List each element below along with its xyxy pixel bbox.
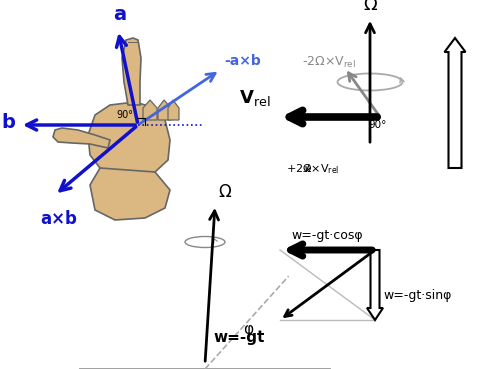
- Text: w=-gt·sinφ: w=-gt·sinφ: [383, 289, 451, 301]
- Text: Ω: Ω: [363, 0, 377, 14]
- Text: +2Ω×V$_{\mathrm{rel}}$: +2Ω×V$_{\mathrm{rel}}$: [286, 162, 340, 176]
- Polygon shape: [122, 38, 141, 105]
- Text: w=-gt: w=-gt: [214, 330, 265, 345]
- Text: b: b: [1, 114, 15, 132]
- Text: Ω: Ω: [218, 183, 231, 201]
- Text: φ: φ: [243, 322, 253, 337]
- Text: -a×b: -a×b: [224, 54, 261, 68]
- Polygon shape: [53, 128, 110, 148]
- Text: a: a: [113, 5, 127, 24]
- Text: -2Ω×V$_{\mathrm{rel}}$: -2Ω×V$_{\mathrm{rel}}$: [302, 55, 356, 70]
- Polygon shape: [90, 168, 170, 220]
- Polygon shape: [88, 102, 170, 178]
- FancyArrow shape: [367, 250, 383, 320]
- Text: w=-gt·cosφ: w=-gt·cosφ: [291, 229, 363, 242]
- FancyArrow shape: [445, 38, 465, 168]
- Text: V$_{\mathrm{rel}}$: V$_{\mathrm{rel}}$: [239, 88, 270, 108]
- Polygon shape: [158, 100, 171, 120]
- Text: 90°: 90°: [368, 120, 387, 130]
- Text: 90°: 90°: [116, 110, 133, 120]
- Text: a×b: a×b: [40, 210, 77, 228]
- Polygon shape: [168, 100, 179, 120]
- Polygon shape: [143, 100, 157, 120]
